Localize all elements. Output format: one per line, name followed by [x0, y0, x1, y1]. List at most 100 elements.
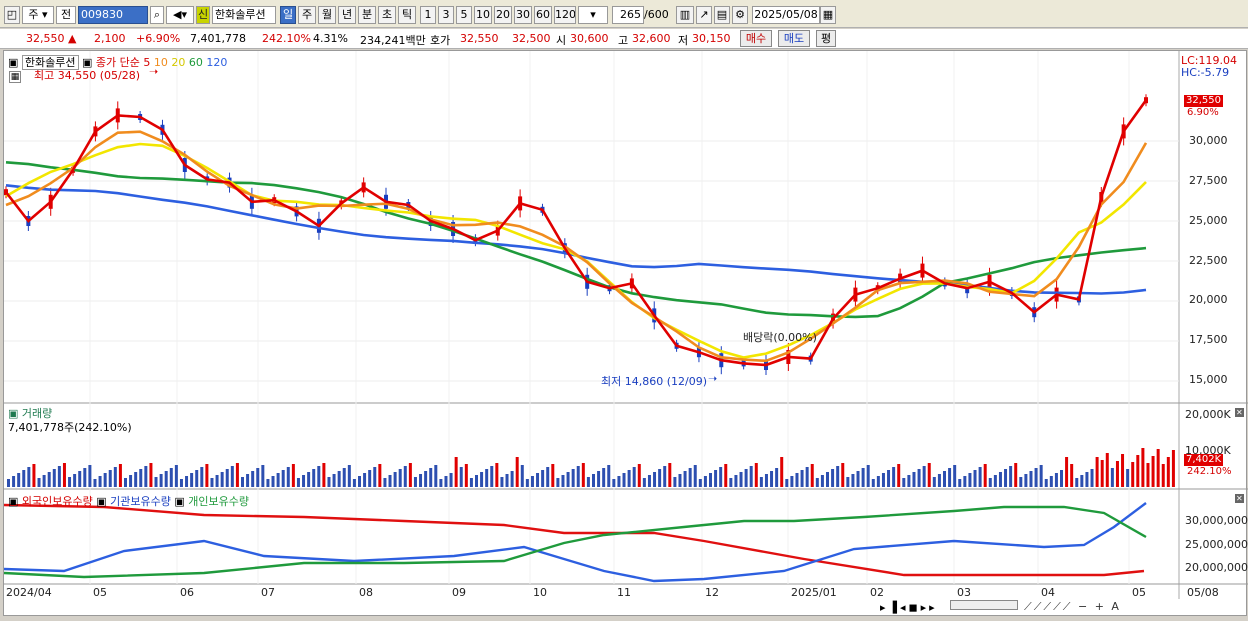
x-tick: 10 — [533, 586, 547, 599]
code-input[interactable]: 009830 — [78, 6, 148, 24]
search-icon[interactable]: ⌕ — [150, 6, 164, 24]
grid-toggle-icon[interactable]: ▦ — [9, 71, 21, 83]
num-1[interactable]: 1 — [420, 6, 436, 24]
num-120[interactable]: 120 — [554, 6, 576, 24]
buy-button[interactable]: 매수 — [740, 30, 772, 47]
holding-tick: 30,000,000 — [1185, 514, 1248, 527]
volume-bar — [296, 478, 300, 487]
volume-title: ▣ 거래량 — [8, 407, 53, 420]
tab-day[interactable]: 일 — [280, 6, 296, 24]
panel-close-icon[interactable]: ✕ — [1235, 494, 1244, 503]
volume-bar — [12, 476, 16, 487]
volume-bar — [627, 470, 631, 487]
volume-bar — [866, 465, 870, 487]
volume-bar — [1166, 457, 1170, 487]
save-icon[interactable]: ▤ — [714, 6, 730, 24]
ma10-label: 10 — [153, 56, 168, 69]
num-20[interactable]: 20 — [494, 6, 512, 24]
volume-bar — [1014, 463, 1018, 487]
volume-bar — [118, 464, 122, 487]
volume-bar — [1080, 475, 1084, 487]
volume-bar — [922, 466, 926, 487]
volume-bar — [1019, 477, 1023, 487]
kind-select[interactable]: 전 — [56, 6, 76, 24]
volume-bar — [174, 465, 178, 487]
tab-tick[interactable]: 틱 — [398, 6, 416, 24]
volume-bar — [495, 463, 499, 487]
chart-type-icon[interactable]: ▥ — [676, 6, 694, 24]
volume-bar — [444, 476, 448, 487]
tab-minute[interactable]: 분 — [358, 6, 376, 24]
volume-bar — [393, 472, 397, 487]
volume-bar — [403, 466, 407, 487]
volume-bar — [205, 464, 209, 487]
volume-bar — [958, 479, 962, 487]
calendar-icon[interactable]: ▦ — [820, 6, 836, 24]
volume-bar — [62, 463, 66, 487]
volume-bar — [434, 465, 438, 487]
tab-month[interactable]: 월 — [318, 6, 336, 24]
hoga-label: 호가 — [430, 34, 451, 47]
count-input[interactable]: 265 — [612, 6, 644, 24]
volume-bar — [159, 474, 163, 487]
tab-second[interactable]: 초 — [378, 6, 396, 24]
current-price: 32,550 ▲ — [26, 32, 77, 45]
volume-bar — [734, 475, 738, 487]
volume-bar — [1039, 465, 1043, 487]
drawing-tools[interactable]: ⟋⟋⟋⟋⟋ − + A — [1024, 600, 1121, 613]
volume-bar — [597, 471, 601, 487]
date-input[interactable]: 2025/05/08 — [752, 6, 820, 24]
volume-bar — [154, 477, 158, 487]
volume-bar — [851, 474, 855, 487]
zoom-slider[interactable] — [950, 600, 1018, 610]
volume-bar — [464, 464, 468, 487]
tab-week[interactable]: 주 — [298, 6, 316, 24]
volume-bar — [408, 463, 412, 487]
volume-bar — [698, 479, 702, 487]
volume-bar — [281, 470, 285, 487]
min-note: 최저 14,860 (12/09) — [601, 375, 708, 388]
volume-bar — [897, 464, 901, 487]
num-10[interactable]: 10 — [474, 6, 492, 24]
num-5[interactable]: 5 — [456, 6, 472, 24]
x-tick: 05 — [93, 586, 107, 599]
volume-bar — [413, 477, 417, 487]
volume-bar — [887, 470, 891, 487]
avg-button[interactable]: 평 — [816, 30, 836, 47]
volume-bar — [129, 475, 133, 487]
volume-bar — [1151, 456, 1155, 487]
volume-bar — [546, 467, 550, 487]
volume-bar — [861, 468, 865, 487]
hc-value: HC:-5.79 — [1181, 66, 1230, 79]
last-pct-tag: 6.90% — [1187, 107, 1219, 118]
chart-area[interactable]: ▣ 한화솔루션 ▣ 종가 단순 5 10 20 60 120 최고 34,550… — [3, 50, 1248, 616]
draw-icon[interactable]: ↗ — [696, 6, 712, 24]
low-price: 30,150 — [692, 32, 731, 45]
ma20-label: 20 — [171, 56, 186, 69]
volume-bar — [963, 476, 967, 487]
ma5-label: 5 — [143, 56, 151, 69]
volume-bar — [693, 465, 697, 487]
volume-bar — [927, 463, 931, 487]
volume-bar — [520, 465, 524, 487]
window-icon[interactable]: ◰ — [4, 6, 20, 24]
x-tick: 08 — [359, 586, 373, 599]
num-3[interactable]: 3 — [438, 6, 454, 24]
custom-period-select[interactable]: ▾ — [578, 6, 608, 24]
volume-bar — [98, 476, 102, 487]
num-30[interactable]: 30 — [514, 6, 532, 24]
price-tick: 22,500 — [1189, 254, 1228, 267]
scroll-controls[interactable]: ▸▐◂◼▸▸ — [880, 601, 938, 614]
speaker-icon[interactable]: ◀▾ — [166, 6, 194, 24]
sell-button[interactable]: 매도 — [778, 30, 810, 47]
holding-tick: 20,000,000 — [1185, 561, 1248, 574]
gear-icon[interactable]: ⚙ — [732, 6, 748, 24]
market-select[interactable]: 주 ▾ — [22, 6, 54, 24]
volume-bar — [22, 470, 26, 487]
tab-year[interactable]: 년 — [338, 6, 356, 24]
num-60[interactable]: 60 — [534, 6, 552, 24]
volume-bar — [754, 463, 758, 487]
volume-bar — [856, 471, 860, 487]
panel-close-icon[interactable]: ✕ — [1235, 408, 1244, 417]
volume-bar — [17, 473, 21, 487]
